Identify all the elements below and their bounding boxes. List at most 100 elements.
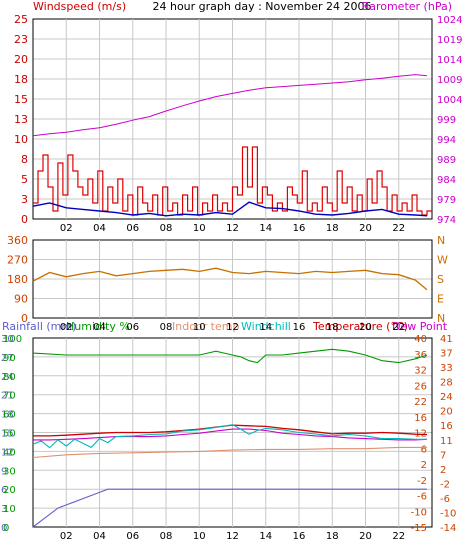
direction-tick-label: 360 bbox=[7, 234, 28, 247]
humidity-tick-label: 70 bbox=[3, 391, 16, 402]
wind-panel-x-tick-label: 02 bbox=[60, 223, 73, 234]
rainfall-tick-label: 15 bbox=[1, 429, 14, 440]
wind-panel-x-tick-label: 16 bbox=[293, 223, 306, 234]
temperature-tick-label: 16 bbox=[414, 413, 427, 424]
chart-title: 24 hour graph day : November 24 2006 bbox=[152, 0, 371, 13]
temperature-right-tick-label: 2 bbox=[440, 465, 446, 476]
temperature-tick-label: -15 bbox=[411, 523, 427, 534]
temperature-tick-label: -10 bbox=[411, 507, 427, 518]
humidity-axis-label: Humidity % bbox=[66, 320, 130, 333]
wind-panel-x-tick-label: 04 bbox=[93, 223, 106, 234]
windspeed-tick-label: 25 bbox=[14, 13, 28, 26]
chart-marks: 02 04 06 08 10 12 14 16 18 20 22035810131518202325… bbox=[1, 13, 462, 542]
humidity-tick-label: 20 bbox=[3, 485, 16, 496]
direction-panel-x-tick-label: 18 bbox=[326, 322, 339, 333]
rainfall-tick-label: 0 bbox=[1, 523, 7, 534]
humidity-tick-label: 50 bbox=[3, 429, 16, 440]
humidity-tick-label: 90 bbox=[3, 353, 16, 364]
indoor-line bbox=[32, 446, 427, 459]
temp-panel-x-tick-label: 14 bbox=[259, 531, 272, 542]
windspeed-tick-label: 23 bbox=[14, 33, 28, 46]
barometer-tick-label: 1014 bbox=[437, 55, 462, 66]
temperature-tick-label: 40 bbox=[414, 334, 427, 345]
humidity-tick-label: 0 bbox=[3, 523, 9, 534]
temperature-right-tick-label: 28 bbox=[440, 378, 453, 389]
temperature-right-tick-label: 7 bbox=[440, 450, 446, 461]
direction-panel-x-tick-label: 04 bbox=[93, 322, 106, 333]
rainfall-tick-label: 9 bbox=[1, 466, 7, 477]
barometer-tick-label: 979 bbox=[437, 195, 456, 206]
direction-tick-label: 180 bbox=[7, 273, 28, 286]
direction-panel-x-tick-label: 20 bbox=[359, 322, 372, 333]
barometer-tick-label: 1004 bbox=[437, 95, 462, 106]
temperature-right-tick-label: 20 bbox=[440, 407, 453, 418]
barometer-tick-label: 1009 bbox=[437, 75, 462, 86]
temperature-right-tick-label: -14 bbox=[440, 523, 456, 534]
temperature-tick-label: 36 bbox=[414, 350, 427, 361]
barometer-axis-label: Barometer (hPa) bbox=[362, 0, 452, 13]
temperature-tick-label: 26 bbox=[414, 381, 427, 392]
direction-panel-x-tick-label: 12 bbox=[226, 322, 239, 333]
direction-panel-x-tick-label: 16 bbox=[293, 322, 306, 333]
barometer-tick-label: 984 bbox=[437, 175, 456, 186]
windspeed-axis-label: Windspeed (m/s) bbox=[33, 0, 126, 13]
rainfall-tick-label: 3 bbox=[1, 504, 7, 515]
rainfall-tick-label: 27 bbox=[1, 353, 14, 364]
direction-panel-x-tick-label: 02 bbox=[60, 322, 73, 333]
rainfall-tick-label: 18 bbox=[1, 410, 14, 421]
temp-panel-x-tick-label: 04 bbox=[93, 531, 106, 542]
temp-panel-x-tick-label: 18 bbox=[326, 531, 339, 542]
indoor-temp-label: Indoor temp bbox=[172, 320, 239, 333]
wind-panel-x-tick-label: 06 bbox=[126, 223, 139, 234]
temp-panel-x-tick-label: 20 bbox=[359, 531, 372, 542]
direction-panel-x-tick-label: 14 bbox=[259, 322, 272, 333]
wind-panel-x-tick-label: 12 bbox=[226, 223, 239, 234]
humidity-tick-label: 60 bbox=[3, 410, 16, 421]
temp-panel-x-tick-label: 08 bbox=[160, 531, 173, 542]
temperature-tick-label: 32 bbox=[414, 366, 427, 377]
windspeed-tick-label: 13 bbox=[14, 113, 28, 126]
dewpoint-line bbox=[33, 428, 428, 441]
barometer-line bbox=[32, 74, 428, 137]
compass-tick-label: N bbox=[437, 312, 445, 325]
direction-tick-label: 90 bbox=[14, 293, 28, 306]
temperature-axis-label: Temperature (°C) bbox=[312, 320, 408, 333]
temperature-right-tick-label: 24 bbox=[440, 392, 453, 403]
compass-tick-label: S bbox=[437, 273, 444, 286]
humidity-tick-label: 100 bbox=[3, 334, 22, 345]
wind-panel-x-tick-label: 18 bbox=[326, 223, 339, 234]
temperature-tick-label: 2 bbox=[421, 460, 427, 471]
rainfall-tick-label: 12 bbox=[1, 447, 14, 458]
barometer-tick-label: 989 bbox=[437, 155, 456, 166]
humidity-line bbox=[32, 348, 428, 364]
humidity-tick-label: 80 bbox=[3, 372, 16, 383]
temp-panel-x-tick-label: 16 bbox=[293, 531, 306, 542]
temperature-right-tick-label: -10 bbox=[440, 508, 456, 519]
rainfall-axis-label: Rainfall (mm) bbox=[2, 320, 76, 333]
temperature-right-tick-label: -6 bbox=[440, 494, 450, 505]
windspeed-tick-label: 5 bbox=[21, 173, 28, 186]
windchill-line bbox=[32, 424, 427, 449]
compass-tick-label: N bbox=[437, 234, 445, 247]
humidity-tick-label: 40 bbox=[3, 447, 16, 458]
wind-panel-x-tick-label: 20 bbox=[359, 223, 372, 234]
temperature-tick-label: 22 bbox=[414, 397, 427, 408]
windspeed-tick-label: 10 bbox=[14, 133, 28, 146]
temperature-tick-label: 6 bbox=[421, 444, 427, 455]
temperature-right-tick-label: 33 bbox=[440, 363, 453, 374]
temperature-right-tick-label: 11 bbox=[440, 436, 453, 447]
temperature-right-tick-label: 16 bbox=[440, 421, 453, 432]
temp-panel-x-tick-label: 02 bbox=[60, 531, 73, 542]
windspeed-tick-label: 15 bbox=[14, 93, 28, 106]
rainfall-tick-label: 6 bbox=[1, 485, 7, 496]
temp-panel-x-tick-label: 12 bbox=[226, 531, 239, 542]
barometer-tick-label: 1019 bbox=[437, 35, 462, 46]
windspeed-tick-label: 8 bbox=[21, 153, 28, 166]
compass-tick-label: W bbox=[437, 254, 448, 267]
humidity-tick-label: 30 bbox=[3, 466, 16, 477]
rainfall-line bbox=[32, 488, 427, 528]
barometer-tick-label: 1024 bbox=[437, 15, 462, 26]
direction-panel-x-tick-label: 06 bbox=[126, 322, 139, 333]
windchill-label: Windchill bbox=[241, 320, 291, 333]
